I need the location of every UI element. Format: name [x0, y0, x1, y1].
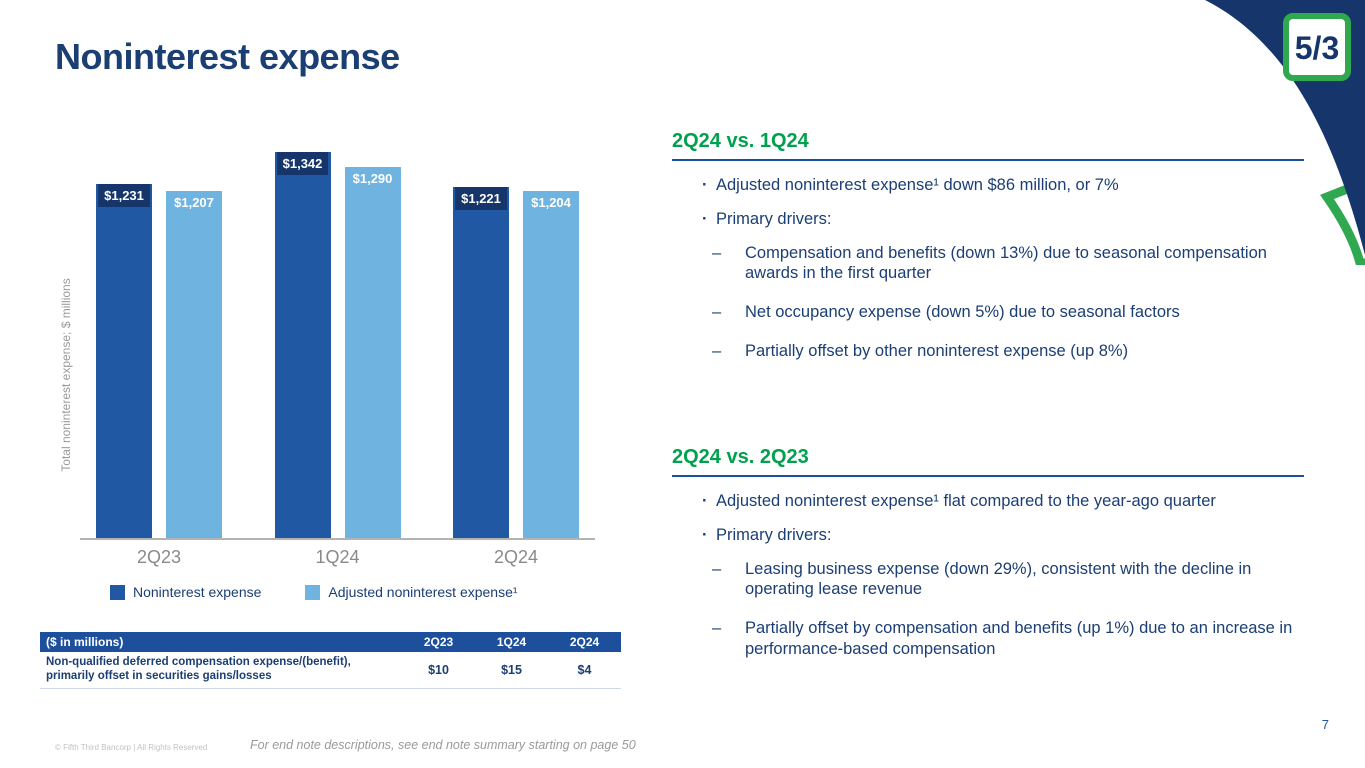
x-axis-tick: 2Q24: [493, 547, 539, 567]
bullet-item: – Leasing business expense (down 29%), co…: [672, 559, 1304, 601]
bullet-dash: –: [712, 341, 722, 360]
bullet-dash: –: [712, 303, 722, 322]
legend-item: Noninterest expense: [110, 584, 261, 600]
legend-swatch: [110, 584, 125, 600]
bullet-text: Leasing business expense (down 29%), con…: [745, 559, 1252, 599]
bullet-list: · Adjusted noninterest expense¹ down $86 …: [672, 175, 1304, 362]
green-accent-curve: [1320, 177, 1365, 265]
bullet-item: – Compensation and benefits (down 13%) du…: [672, 243, 1304, 285]
endnote-text: For end note descriptions, see end note …: [250, 738, 636, 752]
bullet-text: Primary drivers:: [716, 209, 832, 228]
x-axis-tick: 2Q23: [136, 547, 182, 567]
bar: $1,290: [344, 167, 401, 538]
bullet-dash: –: [712, 559, 722, 578]
table-cell-2q24: $4: [577, 662, 592, 677]
bar: $1,207: [166, 191, 222, 538]
bullet-text: Compensation and benefits (down 13%) due…: [745, 243, 1267, 283]
section-2q24-vs-2q23: 2Q24 vs. 2Q23 · Adjusted noninterest expe…: [672, 446, 1304, 678]
bar-value-label: $1,290: [352, 171, 393, 186]
bullet-item: · Adjusted noninterest expense¹ down $86 …: [672, 175, 1304, 196]
bar-value-label: $1,207: [174, 195, 214, 210]
table-header-row: ($ in millions) 2Q23 1Q24 2Q24: [40, 632, 621, 652]
legend-label: Noninterest expense: [133, 584, 262, 600]
bullet-item: · Adjusted noninterest expense¹ flat comp…: [672, 491, 1304, 512]
legend-swatch: [305, 584, 321, 600]
table-cell-2q23: $10: [428, 662, 449, 677]
bullet-item: – Partially offset by compensation and be…: [672, 618, 1304, 660]
bar-group: $1,342 $1,290: [274, 152, 401, 538]
bar-group: $1,221 $1,204: [453, 187, 579, 538]
bullet-dot: ·: [702, 209, 708, 228]
bullet-text: Adjusted noninterest expense¹ down $86 m…: [716, 176, 1119, 194]
logo-border: [1283, 13, 1351, 81]
bullet-item: · Primary drivers:: [672, 525, 1304, 546]
table-header-2q24: 2Q24: [569, 635, 600, 649]
table-row-label: Non-qualified deferred compensation expe…: [46, 656, 351, 682]
logo-text: 5/3: [1295, 30, 1339, 66]
page-title: Noninterest expense: [55, 36, 400, 77]
bullet-item: – Partially offset by other noninterest e…: [672, 341, 1304, 362]
section-2q24-vs-1q24: 2Q24 vs. 1Q24 · Adjusted noninterest expe…: [672, 130, 1304, 380]
copyright-text: © Fifth Third Bancorp | All Rights Reser…: [55, 743, 208, 752]
legend-item: Adjusted noninterest expense¹: [305, 584, 518, 600]
table-cell-1q24: $15: [501, 662, 522, 677]
table-header-label: ($ in millions): [46, 635, 124, 649]
fifth-third-logo: 5/3: [1283, 13, 1351, 81]
bar-value-label: $1,221: [455, 187, 507, 210]
bullet-list: · Adjusted noninterest expense¹ flat comp…: [672, 491, 1304, 660]
bullet-dash: –: [712, 243, 722, 262]
table-header-2q23: 2Q23: [423, 635, 454, 649]
bar: $1,342: [274, 152, 331, 538]
bar-chart-plot: $1,231 $1,207 $1,342 $1,290 $1,221 $1,204: [80, 135, 595, 540]
section-heading: 2Q24 vs. 2Q23: [672, 446, 1304, 477]
legend-label: Adjusted noninterest expense¹: [328, 584, 518, 600]
bar: $1,231: [96, 184, 152, 538]
bar-value-label: $1,342: [276, 152, 329, 175]
table-row: Non-qualified deferred compensation expe…: [40, 652, 621, 690]
bullet-dot: ·: [702, 176, 708, 194]
table-header-1q24: 1Q24: [496, 635, 527, 649]
deferred-comp-table: ($ in millions) 2Q23 1Q24 2Q24 Non-quali…: [40, 632, 621, 690]
x-axis-tick: 1Q24: [315, 547, 360, 567]
bullet-text: Partially offset by compensation and ben…: [745, 619, 1293, 658]
bar: $1,204: [523, 191, 579, 538]
bullet-item: – Net occupancy expense (down 5%) due to …: [672, 302, 1304, 323]
bullet-text: Net occupancy expense (down 5%) due to s…: [745, 303, 1180, 322]
bullet-text: Primary drivers:: [716, 525, 832, 544]
bullet-text: Adjusted noninterest expense¹ flat compa…: [716, 492, 1216, 510]
bar: $1,221: [453, 187, 509, 538]
bullet-dot: ·: [702, 492, 708, 510]
chart-legend: Noninterest expense Adjusted noninterest …: [110, 584, 518, 600]
bullet-dash: –: [712, 619, 722, 638]
bullet-text: Partially offset by other noninterest ex…: [745, 341, 1129, 360]
section-heading: 2Q24 vs. 1Q24: [672, 130, 1304, 161]
y-axis-label: Total noninterest expense; $ millions: [59, 278, 73, 472]
bullet-item: · Primary drivers:: [672, 209, 1304, 230]
page-number: 7: [1321, 717, 1329, 732]
bullet-dot: ·: [702, 525, 708, 544]
bar-value-label: $1,231: [98, 184, 150, 207]
bar-value-label: $1,204: [531, 195, 571, 210]
bar-group: $1,231 $1,207: [96, 184, 222, 538]
x-axis-ticks: 2Q23 1Q24 2Q24: [80, 547, 595, 568]
